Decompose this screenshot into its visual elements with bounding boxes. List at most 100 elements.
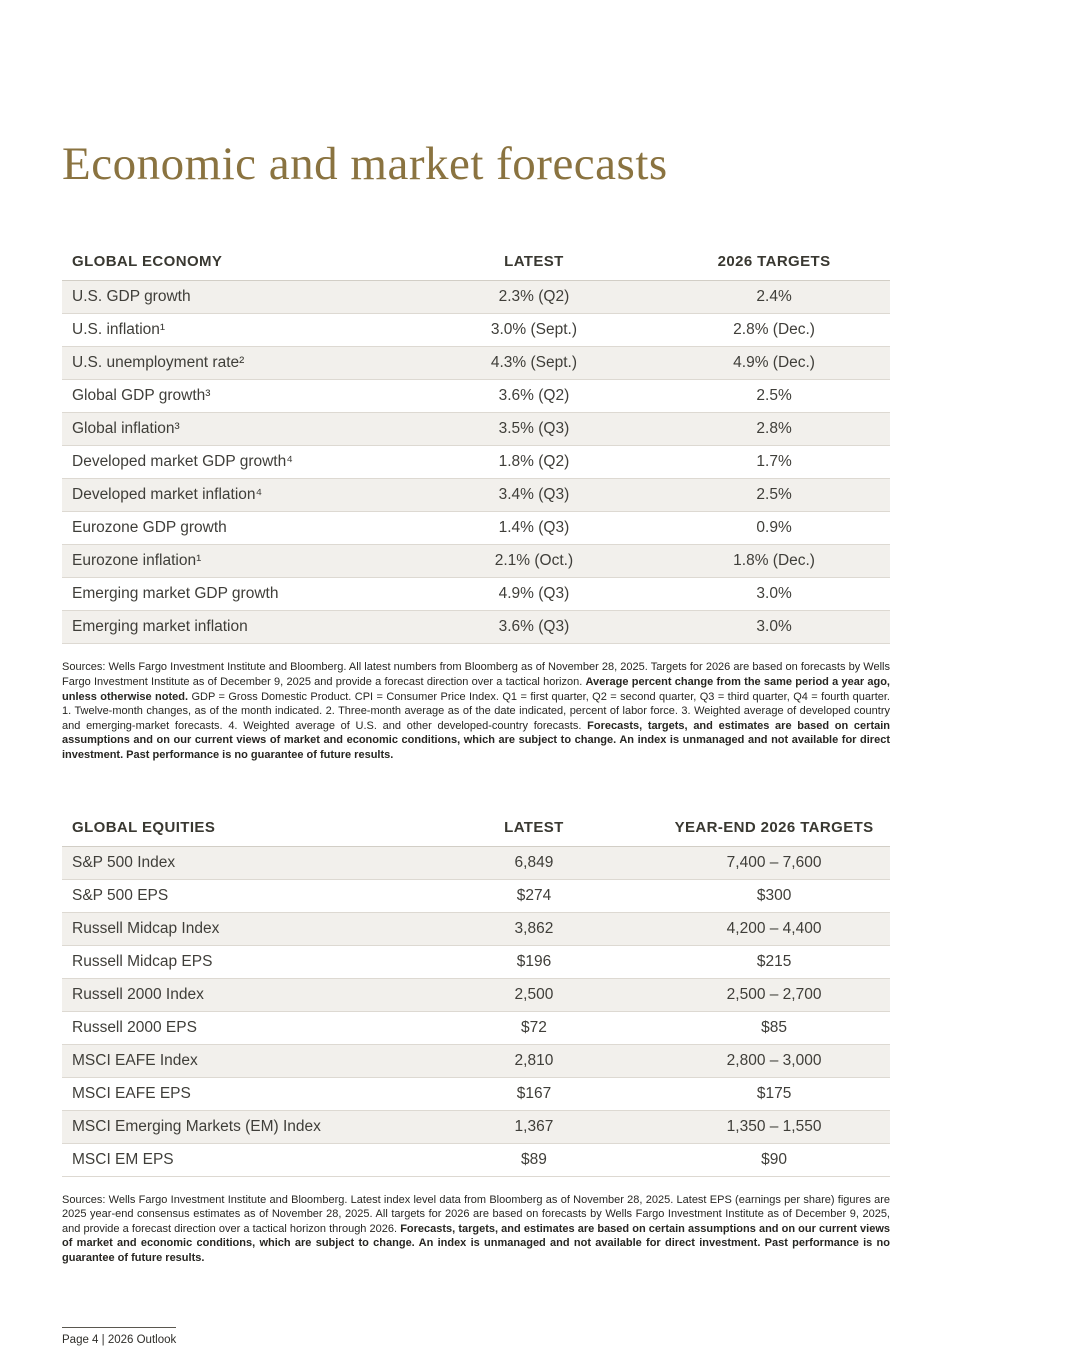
- row-label: Russell 2000 Index: [62, 978, 410, 1012]
- row-label: U.S. inflation¹: [62, 313, 410, 348]
- column-header-latest: LATEST: [504, 253, 564, 271]
- latest-value: 2,810: [409, 1044, 659, 1078]
- page-title: Economic and market forecasts: [62, 138, 668, 190]
- latest-value: 2,500: [409, 978, 659, 1012]
- target-value: 7,400 – 7,600: [658, 845, 890, 880]
- row-label: U.S. GDP growth: [62, 280, 410, 315]
- table-row: Eurozone inflation¹ 2.1% (Oct.) 1.8% (Dec.…: [62, 544, 890, 579]
- latest-value: 3.5% (Q3): [409, 412, 659, 447]
- table-header-row: GLOBAL EQUITIES LATEST YEAR-END 2026 TAR…: [62, 819, 890, 847]
- table-row: S&P 500 EPS $274 $300: [62, 879, 890, 913]
- target-value: $300: [658, 879, 890, 913]
- target-value: 2.8%: [658, 412, 890, 447]
- row-label: Global GDP growth³: [62, 379, 410, 414]
- row-label: Eurozone inflation¹: [62, 544, 410, 579]
- row-label: Russell 2000 EPS: [62, 1011, 410, 1045]
- target-value: 1.7%: [658, 445, 890, 480]
- table-row: U.S. unemployment rate² 4.3% (Sept.) 4.9% …: [62, 346, 890, 381]
- table-row: S&P 500 Index 6,849 7,400 – 7,600: [62, 845, 890, 880]
- column-header-2026-targets: 2026 TARGETS: [717, 253, 831, 271]
- row-label: MSCI EAFE EPS: [62, 1077, 410, 1111]
- row-label: S&P 500 Index: [62, 845, 410, 880]
- economy-source-notes: Sources: Wells Fargo Investment Institut…: [62, 660, 890, 762]
- target-value: 2.5%: [658, 478, 890, 513]
- global-economy-rows: U.S. GDP growth 2.3% (Q2) 2.4% U.S. inflati…: [62, 280, 890, 645]
- latest-value: 3.4% (Q3): [409, 478, 659, 513]
- target-value: 4,200 – 4,400: [658, 912, 890, 946]
- latest-value: 1,367: [409, 1110, 659, 1144]
- target-value: 1,350 – 1,550: [658, 1110, 890, 1144]
- note-bold-segment: Average percent change from the same per…: [62, 675, 890, 703]
- latest-value: $72: [409, 1011, 659, 1045]
- row-label: Russell Midcap EPS: [62, 945, 410, 979]
- latest-value: 3.0% (Sept.): [409, 313, 659, 348]
- table-row: Emerging market GDP growth 4.9% (Q3) 3.0%: [62, 577, 890, 612]
- global-equities-table: GLOBAL EQUITIES LATEST YEAR-END 2026 TAR…: [62, 819, 890, 1177]
- table-row: Global GDP growth³ 3.6% (Q2) 2.5%: [62, 379, 890, 414]
- global-economy-section: GLOBAL ECONOMY LATEST 2026 TARGETS U.S. …: [62, 253, 890, 762]
- target-value: 2.4%: [658, 280, 890, 315]
- latest-value: 3,862: [409, 912, 659, 946]
- target-value: 3.0%: [658, 577, 890, 612]
- latest-value: 6,849: [409, 845, 659, 880]
- table-row: U.S. inflation¹ 3.0% (Sept.) 2.8% (Dec.): [62, 313, 890, 348]
- target-value: $215: [658, 945, 890, 979]
- row-label: MSCI EM EPS: [62, 1143, 410, 1177]
- table-row: Eurozone GDP growth 1.4% (Q3) 0.9%: [62, 511, 890, 546]
- target-value: 2,800 – 3,000: [658, 1044, 890, 1078]
- target-value: 2,500 – 2,700: [658, 978, 890, 1012]
- column-header-global-equities: GLOBAL EQUITIES: [72, 818, 216, 836]
- page-footer: Page 4 | 2026 Outlook: [62, 1327, 177, 1346]
- latest-value: 3.6% (Q3): [409, 610, 659, 645]
- target-value: 2.8% (Dec.): [658, 313, 890, 348]
- row-label: Developed market GDP growth⁴: [62, 445, 410, 480]
- row-label: Russell Midcap Index: [62, 912, 410, 946]
- global-equities-rows: S&P 500 Index 6,849 7,400 – 7,600 S&P 500 E…: [62, 845, 890, 1177]
- table-header-row: GLOBAL ECONOMY LATEST 2026 TARGETS: [62, 253, 890, 281]
- table-row: Developed market inflation⁴ 3.4% (Q3) 2.5%: [62, 478, 890, 513]
- target-value: 0.9%: [658, 511, 890, 546]
- latest-value: 2.1% (Oct.): [409, 544, 659, 579]
- row-label: Global inflation³: [62, 412, 410, 447]
- table-row: Developed market GDP growth⁴ 1.8% (Q2) 1.7…: [62, 445, 890, 480]
- table-row: Global inflation³ 3.5% (Q3) 2.8%: [62, 412, 890, 447]
- latest-value: 4.9% (Q3): [409, 577, 659, 612]
- table-row: Russell Midcap Index 3,862 4,200 – 4,400: [62, 912, 890, 946]
- table-row: MSCI EAFE EPS $167 $175: [62, 1077, 890, 1111]
- footer-text: Page 4 | 2026 Outlook: [62, 1334, 177, 1346]
- target-value: $85: [658, 1011, 890, 1045]
- note-bold-segment: Forecasts, targets, and estimates are ba…: [62, 719, 891, 761]
- table-row: Russell Midcap EPS $196 $215: [62, 945, 890, 979]
- note-segment: GDP = Gross Domestic Product. CPI = Cons…: [62, 690, 890, 732]
- column-header-global-economy: GLOBAL ECONOMY: [72, 253, 223, 271]
- table-row: Russell 2000 Index 2,500 2,500 – 2,700: [62, 978, 890, 1012]
- target-value: 4.9% (Dec.): [658, 346, 890, 381]
- target-value: 3.0%: [658, 610, 890, 645]
- latest-value: 3.6% (Q2): [409, 379, 659, 414]
- equities-source-notes: Sources: Wells Fargo Investment Institut…: [62, 1193, 890, 1266]
- table-row: MSCI EM EPS $89 $90: [62, 1143, 890, 1177]
- latest-value: 2.3% (Q2): [409, 280, 659, 315]
- row-label: MSCI EAFE Index: [62, 1044, 410, 1078]
- latest-value: $89: [409, 1143, 659, 1177]
- table-row: U.S. GDP growth 2.3% (Q2) 2.4%: [62, 280, 890, 315]
- row-label: Emerging market GDP growth: [62, 577, 410, 612]
- global-equities-section: GLOBAL EQUITIES LATEST YEAR-END 2026 TAR…: [62, 819, 890, 1266]
- global-economy-table: GLOBAL ECONOMY LATEST 2026 TARGETS U.S. …: [62, 253, 890, 645]
- table-row: MSCI EAFE Index 2,810 2,800 – 3,000: [62, 1044, 890, 1078]
- latest-value: $196: [409, 945, 659, 979]
- note-segment: Sources: Wells Fargo Investment Institut…: [62, 661, 890, 688]
- latest-value: 1.4% (Q3): [409, 511, 659, 546]
- row-label: Developed market inflation⁴: [62, 478, 410, 513]
- note-bold-segment: Forecasts, targets, and estimates are ba…: [62, 1222, 890, 1264]
- target-value: $90: [658, 1143, 890, 1177]
- note-segment: Sources: Wells Fargo Investment Institut…: [62, 1193, 890, 1235]
- table-row: Russell 2000 EPS $72 $85: [62, 1011, 890, 1045]
- target-value: $175: [658, 1077, 890, 1111]
- latest-value: $167: [409, 1077, 659, 1111]
- target-value: 2.5%: [658, 379, 890, 414]
- row-label: Eurozone GDP growth: [62, 511, 410, 546]
- latest-value: $274: [409, 879, 659, 913]
- column-header-year-end-2026-targets: YEAR-END 2026 TARGETS: [674, 818, 874, 836]
